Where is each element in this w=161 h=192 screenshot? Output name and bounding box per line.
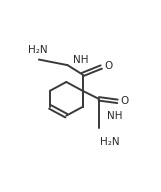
- Text: H₂N: H₂N: [100, 137, 120, 147]
- Text: NH: NH: [108, 111, 123, 121]
- Text: O: O: [121, 96, 129, 106]
- Text: NH: NH: [72, 55, 88, 65]
- Text: H₂N: H₂N: [28, 45, 47, 55]
- Text: O: O: [104, 61, 113, 71]
